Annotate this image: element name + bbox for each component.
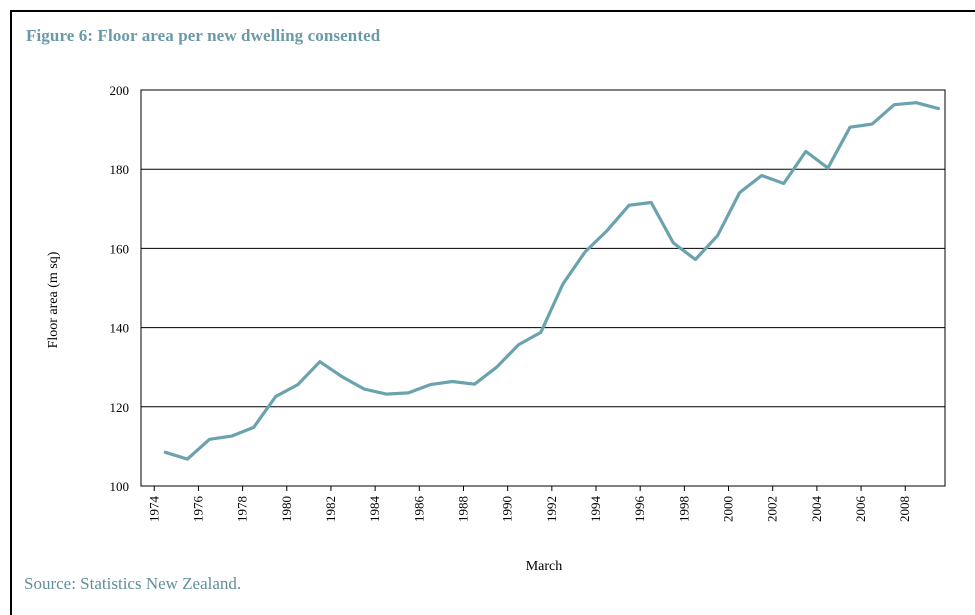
source-note: Source: Statistics New Zealand. <box>24 574 242 593</box>
x-tick-label: 2008 <box>897 496 912 522</box>
x-tick-label: 2000 <box>721 496 736 522</box>
y-tick-label: 100 <box>110 479 130 494</box>
x-tick-label: 1980 <box>279 496 294 522</box>
y-tick-label: 160 <box>110 241 130 256</box>
y-tick-label: 140 <box>110 321 130 336</box>
y-tick-label: 120 <box>110 400 130 415</box>
x-tick-label: 1978 <box>235 496 250 522</box>
x-tick-label: 1994 <box>588 496 603 523</box>
y-axis-ticks: 100 120 140 160 180 200 <box>110 83 130 494</box>
gridlines <box>141 89 945 487</box>
x-tick-label: 1990 <box>500 496 515 522</box>
x-tick-label: 1986 <box>411 496 426 523</box>
x-tick-label: 1988 <box>455 496 470 522</box>
x-tick-label: 2006 <box>853 496 868 523</box>
figure-frame <box>10 10 975 615</box>
figure-title: Figure 6: Floor area per new dwelling co… <box>26 26 381 45</box>
x-tick-label: 1998 <box>676 496 691 522</box>
x-tick-label: 1982 <box>323 496 338 522</box>
x-axis-label: March <box>526 559 563 574</box>
x-tick-label: 1974 <box>146 496 161 523</box>
x-tick-label: 1984 <box>367 496 382 523</box>
plot-area <box>140 89 946 487</box>
y-axis-label: Floor area (m sq) <box>46 251 61 348</box>
y-tick-label: 200 <box>110 83 130 98</box>
x-tick-label: 1992 <box>544 496 559 522</box>
y-tick-label: 180 <box>110 162 130 177</box>
x-axis-ticks: 1974 1976 1978 1980 1982 1984 1986 1988 1990 1992… <box>146 486 912 522</box>
x-tick-label: 2004 <box>809 496 824 523</box>
x-tick-label: 1996 <box>632 496 647 523</box>
series-line-floor-area <box>163 101 940 461</box>
x-tick-label: 2002 <box>765 496 780 522</box>
x-tick-label: 1976 <box>190 496 205 523</box>
